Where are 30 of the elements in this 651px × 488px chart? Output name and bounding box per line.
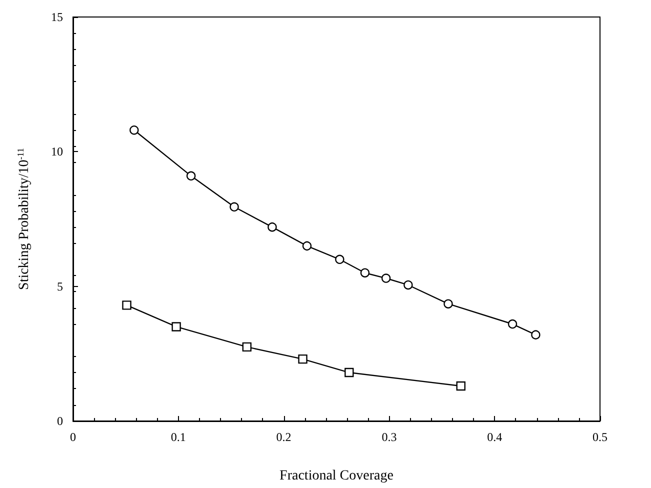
- point: [186, 171, 196, 181]
- x-tick-label: 0: [70, 430, 76, 444]
- point: [508, 319, 518, 329]
- point: [335, 254, 344, 264]
- x-axis-title: Fractional Coverage: [280, 468, 394, 484]
- x-tick-label: 0.3: [382, 430, 397, 444]
- y-tick-label: 0: [57, 414, 63, 428]
- point: [242, 342, 252, 352]
- y-tick-label: 10: [51, 144, 63, 159]
- point: [302, 241, 312, 251]
- point: [344, 368, 354, 378]
- y-axis-title: Sticking Probability/10-11: [16, 148, 32, 290]
- point: [456, 381, 466, 391]
- point: [122, 300, 132, 310]
- point: [404, 280, 413, 290]
- x-tick-label: 0.4: [487, 430, 502, 444]
- x-tick-label: 0.5: [592, 430, 608, 444]
- x-tick-label: 0.2: [276, 430, 292, 444]
- point: [360, 268, 370, 278]
- point: [531, 330, 540, 340]
- point: [444, 299, 453, 308]
- point: [130, 126, 139, 135]
- point: [381, 274, 391, 283]
- point: [298, 354, 308, 364]
- point: [268, 222, 277, 232]
- point: [172, 322, 181, 332]
- y-tick-label: 15: [51, 10, 63, 24]
- x-tick-label: 0.1: [170, 430, 186, 444]
- y-tick-label: 5: [57, 279, 63, 294]
- point: [230, 202, 239, 212]
